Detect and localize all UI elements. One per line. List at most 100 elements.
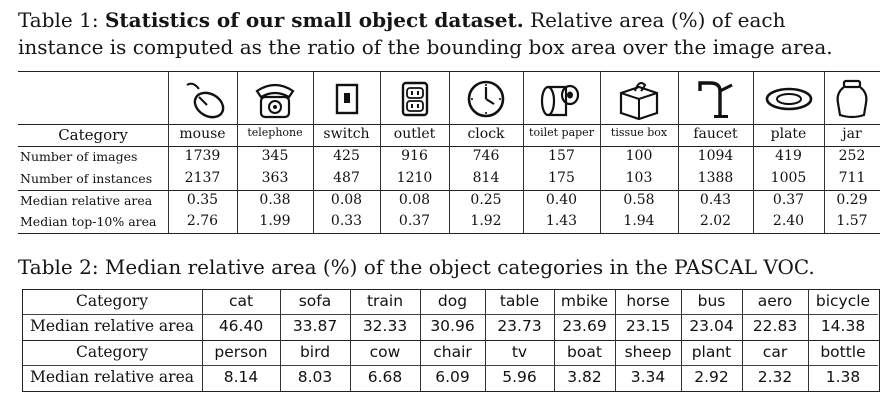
table2-value-cell: 23.69 — [562, 317, 607, 335]
table1-value-cell: 1.99 — [259, 213, 291, 229]
table2-category-cell: bicycle — [815, 292, 871, 310]
table2-category-cell: bus — [697, 292, 726, 310]
table1-value-cell: 1.92 — [470, 213, 502, 229]
table1-column-divider — [380, 71, 381, 233]
table2-block — [22, 340, 880, 392]
table1-caption-rest: Relative area (%) of each — [530, 8, 786, 32]
table2-value-cell: 8.03 — [297, 368, 333, 386]
table1-value-cell: 157 — [548, 148, 575, 164]
table1-category-cell: toilet paper — [529, 126, 594, 139]
table1-value-cell: 2.40 — [772, 213, 805, 229]
table2-category-header: Category — [76, 292, 148, 310]
table1-value-cell: 419 — [775, 148, 802, 164]
table2-category-header: Category — [76, 343, 148, 361]
table1-value-cell: 345 — [261, 148, 289, 164]
table2-category-cell: tv — [511, 343, 528, 361]
table2: Category Median relative area cat sofa train… — [22, 289, 880, 397]
faucet-icon — [690, 77, 742, 121]
table1-value-cell: 1.57 — [836, 213, 868, 229]
table1-value-cell: 2.76 — [186, 213, 219, 229]
table1-caption: Table 1: Statistics of our small object … — [18, 7, 785, 34]
table1-value-cell: 0.08 — [398, 192, 431, 208]
table2-column-divider — [202, 340, 203, 391]
table2-value-cell: 23.73 — [497, 317, 542, 335]
table1-category-cell: outlet — [393, 126, 436, 142]
table1-value-cell: 1005 — [770, 170, 807, 186]
table1-value-cell: 363 — [261, 170, 289, 186]
table2-column-divider — [808, 340, 809, 391]
table2-value-cell: 23.04 — [689, 317, 734, 335]
table2-category-cell: bottle — [820, 343, 866, 361]
table1-value-cell: 0.37 — [398, 213, 431, 229]
table1-value-cell: 0.33 — [330, 213, 363, 229]
table2-value-cell: 6.09 — [435, 368, 470, 386]
table1-row-label: Number of instances — [20, 171, 153, 186]
jar-icon — [826, 77, 878, 121]
table2-column-divider — [681, 289, 682, 340]
telephone-icon — [249, 77, 301, 121]
table2-value-cell: 46.40 — [218, 317, 264, 335]
table1-value-cell: 2.02 — [699, 213, 732, 229]
mouse-icon — [177, 77, 229, 121]
table1: Category mouse telephone switch outlet clock t… — [18, 71, 880, 234]
table2-category-cell: plant — [691, 343, 732, 361]
table1-value-cell: 814 — [472, 170, 500, 186]
table1-value-cell: 487 — [333, 170, 360, 186]
table2-column-divider — [350, 289, 351, 340]
table2-column-divider — [350, 340, 351, 391]
table2-category-cell: chair — [433, 343, 472, 361]
table2-column-divider — [485, 340, 486, 391]
table2-category-cell: boat — [567, 343, 602, 361]
table1-row-label: Median top-10% area — [20, 214, 157, 229]
table1-row-label: Number of images — [20, 149, 138, 164]
outlet-icon — [389, 77, 441, 121]
table1-category-cell: telephone — [247, 126, 303, 139]
table2-value-cell: 30.96 — [430, 317, 475, 335]
table1-column-divider — [237, 71, 238, 233]
table1-value-cell: 1739 — [184, 148, 221, 164]
table2-row-divider — [22, 365, 878, 366]
table2-value-cell: 22.83 — [752, 317, 798, 335]
table1-value-cell: 711 — [838, 170, 866, 186]
table1-category-cell: clock — [467, 126, 505, 142]
table1-value-cell: 1.94 — [623, 213, 655, 229]
clock-icon — [460, 77, 512, 121]
table2-column-divider — [202, 289, 203, 340]
table2-column-divider — [280, 340, 281, 391]
table2-value-cell: 2.32 — [757, 368, 793, 386]
table1-rule — [18, 233, 880, 234]
table1-value-cell: 425 — [333, 148, 360, 164]
table2-row-label: Median relative area — [30, 317, 194, 335]
table1-value-cell: 1210 — [396, 170, 433, 186]
table2-value-cell: 2.92 — [694, 368, 729, 386]
table1-category-header: Category — [58, 126, 128, 144]
table2-column-divider — [280, 289, 281, 340]
table2-category-cell: cow — [369, 343, 401, 361]
table2-row-label: Median relative area — [30, 368, 194, 386]
table1-value-cell: 0.25 — [470, 192, 502, 208]
table1-value-cell: 746 — [472, 148, 500, 164]
table1-value-cell: 0.35 — [186, 192, 219, 208]
tissue-box-icon — [613, 77, 665, 121]
table1-caption-line2: instance is computed as the ratio of the… — [18, 35, 833, 59]
table1-caption-bold: Statistics of our small object dataset. — [104, 8, 524, 32]
table2-category-cell: sofa — [298, 292, 332, 310]
table1-column-divider — [600, 71, 601, 233]
table2-value-cell: 14.38 — [820, 317, 866, 335]
table2-column-divider — [808, 289, 809, 340]
table1-value-cell: 1.43 — [545, 213, 578, 229]
table2-column-divider — [554, 289, 555, 340]
table1-category-cell: mouse — [179, 126, 226, 142]
switch-icon — [321, 77, 373, 121]
table1-column-divider — [313, 71, 314, 233]
table1-column-divider — [168, 71, 169, 233]
table1-value-cell: 2137 — [184, 170, 221, 186]
table1-category-cell: plate — [770, 126, 807, 142]
table2-value-cell: 3.82 — [567, 368, 602, 386]
table2-column-divider — [615, 340, 616, 391]
table1-category-cell: switch — [323, 126, 370, 142]
table2-value-cell: 32.33 — [362, 317, 408, 335]
table1-value-cell: 0.38 — [259, 192, 291, 208]
table1-value-cell: 252 — [838, 148, 866, 164]
table1-column-divider — [824, 71, 825, 233]
